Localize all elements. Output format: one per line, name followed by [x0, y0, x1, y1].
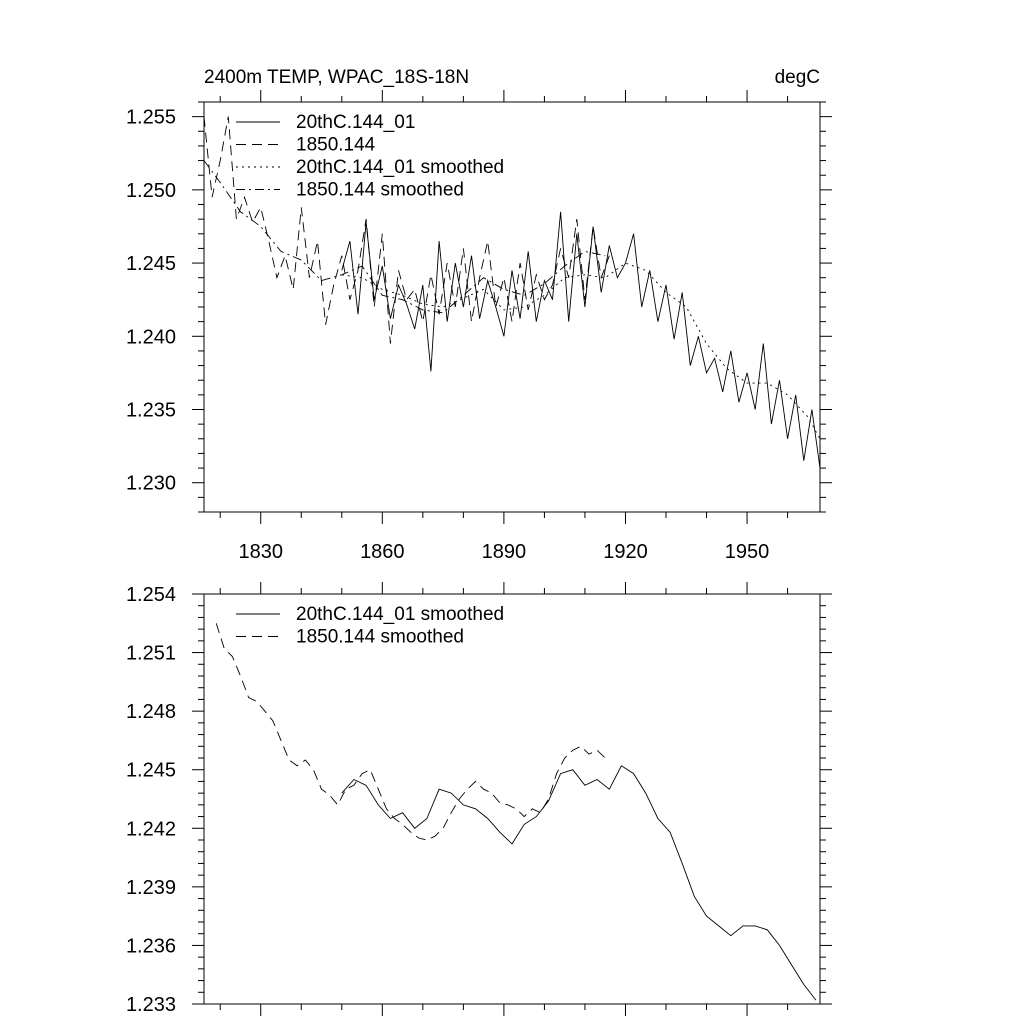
- ytick-label: 1.242: [126, 818, 176, 840]
- bottom-plot-frame: [203, 593, 821, 1005]
- ytick-label: 1.230: [126, 473, 176, 495]
- legend-label-0-0: 20thC.144_01: [296, 112, 415, 133]
- legend-label-1-1: 1850.144 smoothed: [296, 627, 464, 648]
- top-panel: 2400m TEMP, WPAC_18S-18N degC 1.230 1.235…: [126, 67, 832, 563]
- series-line-1-0: [341, 765, 817, 1001]
- ytick-label: 1.235: [126, 400, 176, 422]
- ytick-label: 1.233: [126, 994, 176, 1016]
- bottom-series-group: [215, 623, 817, 1001]
- ytick-label: 1.251: [126, 643, 176, 665]
- xtick-label: 1890: [482, 541, 527, 563]
- top-ticks-group: 1.230 1.235 1.240 1.245 1.250 1.255 1830 1860 18…: [126, 90, 832, 563]
- series-line-0-2: [341, 262, 821, 440]
- xtick-label: 1920: [603, 541, 648, 563]
- legend-label-1-0: 20thC.144_01 smoothed: [296, 604, 504, 625]
- xtick-label: 1830: [238, 541, 283, 563]
- legend-label-0-1: 1850.144: [296, 135, 376, 156]
- series-line-0-3: [203, 160, 606, 314]
- ytick-label: 1.248: [126, 701, 176, 723]
- series-line-0-0: [341, 211, 821, 469]
- ytick-label: 1.240: [126, 326, 176, 348]
- ytick-label: 1.250: [126, 180, 176, 202]
- ytick-label: 1.245: [126, 760, 176, 782]
- legend-label-0-3: 1850.144 smoothed: [296, 180, 464, 201]
- top-title: 2400m TEMP, WPAC_18S-18N: [204, 67, 469, 88]
- ytick-label: 1.254: [126, 584, 176, 606]
- legend-label-0-2: 20thC.144_01 smoothed: [296, 157, 504, 178]
- top-units-label: degC: [775, 67, 820, 88]
- ytick-label: 1.255: [126, 107, 176, 129]
- xtick-label: 1860: [360, 541, 405, 563]
- bottom-ticks-group: 1.233 1.236 1.239 1.242 1.245 1.248 1.251 1.254: [126, 582, 832, 1016]
- xtick-label: 1950: [725, 541, 770, 563]
- ytick-label: 1.245: [126, 253, 176, 275]
- ytick-label: 1.236: [126, 935, 176, 957]
- series-line-1-1: [215, 623, 606, 841]
- top-plot-frame: [203, 101, 821, 513]
- series-line-0-1: [203, 116, 610, 344]
- top-series-group: [203, 116, 821, 469]
- ytick-label: 1.239: [126, 877, 176, 899]
- bottom-panel: 1.233 1.236 1.239 1.242 1.245 1.248 1.251 1.254…: [126, 582, 832, 1016]
